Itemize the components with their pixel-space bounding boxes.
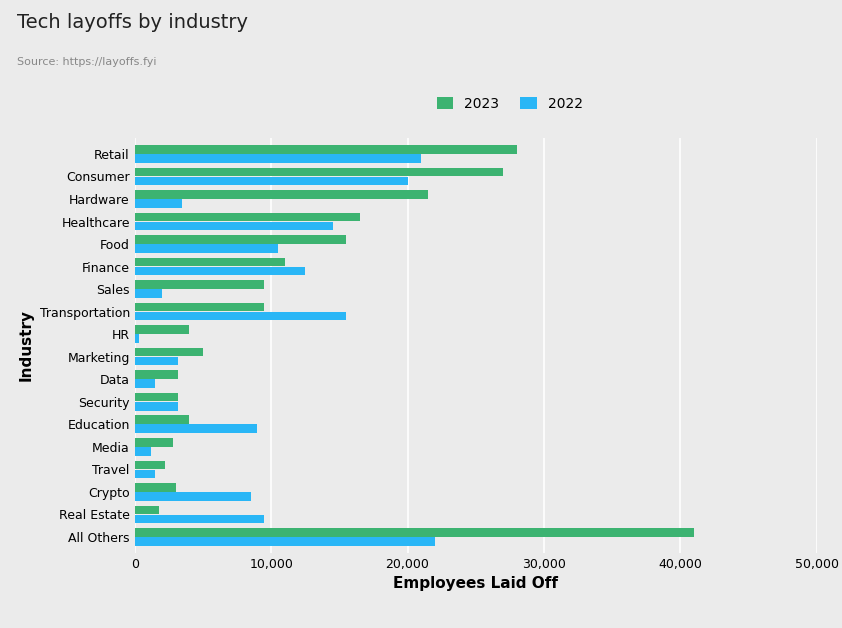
Bar	[135, 438, 173, 447]
Bar	[135, 303, 264, 311]
Text: Source: https://layoffs.fyi: Source: https://layoffs.fyi	[17, 57, 157, 67]
Bar	[135, 267, 306, 275]
Bar	[135, 506, 159, 514]
Bar	[135, 325, 189, 334]
Bar	[135, 236, 346, 244]
Bar	[135, 334, 139, 343]
Bar	[135, 357, 179, 365]
Bar	[135, 379, 155, 388]
Bar	[135, 393, 179, 401]
Bar	[135, 402, 179, 411]
Bar	[135, 312, 346, 320]
Bar	[135, 528, 694, 537]
Bar	[135, 199, 183, 208]
Bar	[135, 213, 360, 221]
Text: Tech layoffs by industry: Tech layoffs by industry	[17, 13, 248, 31]
X-axis label: Employees Laid Off: Employees Laid Off	[393, 576, 558, 591]
Bar	[135, 416, 189, 424]
Bar	[135, 168, 503, 176]
Y-axis label: Industry: Industry	[19, 310, 34, 381]
Bar	[135, 244, 278, 253]
Bar	[135, 460, 165, 469]
Bar	[135, 537, 434, 546]
Bar	[135, 176, 408, 185]
Bar	[135, 280, 264, 289]
Bar	[135, 154, 421, 163]
Bar	[135, 447, 151, 455]
Bar	[135, 190, 428, 198]
Bar	[135, 483, 176, 492]
Bar	[135, 371, 179, 379]
Bar	[135, 290, 162, 298]
Bar	[135, 514, 264, 523]
Bar	[135, 348, 203, 357]
Bar	[135, 492, 251, 501]
Bar	[135, 470, 155, 478]
Bar	[135, 257, 285, 266]
Bar	[135, 145, 517, 154]
Bar	[135, 222, 333, 230]
Legend: 2023, 2022: 2023, 2022	[431, 91, 589, 116]
Bar	[135, 425, 258, 433]
